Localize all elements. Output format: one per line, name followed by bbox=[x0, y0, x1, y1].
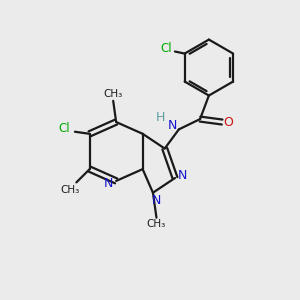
Text: H: H bbox=[156, 110, 165, 124]
Text: CH₃: CH₃ bbox=[103, 89, 123, 99]
Text: CH₃: CH₃ bbox=[147, 219, 166, 229]
Text: N: N bbox=[167, 119, 177, 132]
Text: O: O bbox=[224, 116, 234, 128]
Text: Cl: Cl bbox=[160, 42, 172, 55]
Text: Cl: Cl bbox=[58, 122, 70, 135]
Text: N: N bbox=[152, 194, 161, 207]
Text: CH₃: CH₃ bbox=[60, 185, 80, 195]
Text: N: N bbox=[104, 177, 113, 190]
Text: N: N bbox=[178, 169, 187, 182]
